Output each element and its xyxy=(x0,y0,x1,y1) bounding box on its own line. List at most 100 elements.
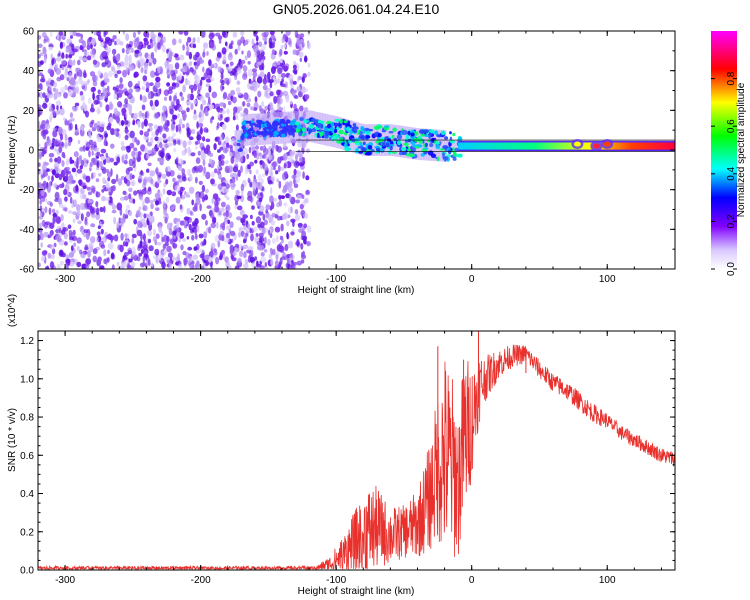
noise-blob xyxy=(150,215,155,223)
noise-blob xyxy=(84,264,90,269)
noise-blob xyxy=(101,93,107,100)
noise-blob xyxy=(49,222,55,229)
noise-blob xyxy=(229,51,233,58)
noise-blob xyxy=(257,174,262,182)
noise-blob xyxy=(70,245,74,252)
noise-blob xyxy=(203,231,208,239)
band-halo xyxy=(406,126,409,159)
snr-ylabel: SNR (10 * v/v) xyxy=(7,408,18,472)
noise-blob xyxy=(283,184,288,193)
noise-blob xyxy=(196,36,201,44)
noise-blob xyxy=(226,196,230,201)
noise-blob xyxy=(95,201,99,208)
x-tick-label: 0 xyxy=(469,575,475,586)
noise-blob xyxy=(239,62,244,69)
noise-blob xyxy=(211,116,215,120)
signal-blob xyxy=(338,129,344,135)
signal-blob xyxy=(359,130,363,136)
noise-blob xyxy=(202,51,206,58)
band-halo xyxy=(455,140,458,152)
signal-blob xyxy=(241,125,246,130)
noise-blob xyxy=(220,72,224,80)
noise-blob xyxy=(218,38,222,44)
noise-blob xyxy=(128,193,132,200)
noise-blob xyxy=(282,256,288,261)
noise-blob xyxy=(55,209,59,215)
noise-blob xyxy=(175,98,180,106)
signal-blob xyxy=(283,120,286,125)
band-halo xyxy=(304,110,307,143)
noise-blob xyxy=(39,78,46,83)
noise-blob xyxy=(241,50,244,55)
noise-blob xyxy=(111,66,116,72)
signal-blob xyxy=(436,144,441,149)
noise-blob xyxy=(260,256,266,263)
noise-blob xyxy=(185,194,191,198)
band-halo xyxy=(322,113,325,145)
noise-blob xyxy=(65,174,69,181)
noise-blob xyxy=(173,234,176,240)
noise-blob xyxy=(83,51,90,57)
noise-blob xyxy=(222,92,228,99)
noise-blob xyxy=(74,102,80,107)
noise-blob xyxy=(42,102,48,109)
chart-title: GN05.2026.061.04.24.E10 xyxy=(273,1,440,17)
noise-blob xyxy=(306,42,311,50)
noise-blob xyxy=(71,31,78,36)
noise-blob xyxy=(95,207,100,216)
noise-blob xyxy=(102,177,106,183)
noise-blob xyxy=(227,100,232,106)
noise-blob xyxy=(85,110,89,118)
noise-blob xyxy=(53,183,58,188)
noise-blob xyxy=(247,246,254,251)
noise-blob xyxy=(186,236,190,240)
noise-blob xyxy=(76,204,81,212)
x-tick-label: -200 xyxy=(191,274,211,285)
noise-blob xyxy=(154,46,158,53)
noise-blob xyxy=(66,188,69,196)
noise-blob xyxy=(142,205,148,212)
noise-blob xyxy=(67,89,73,97)
noise-blob xyxy=(253,45,259,53)
noise-blob xyxy=(91,150,94,156)
noise-blob xyxy=(63,117,66,121)
noise-blob xyxy=(58,173,63,181)
noise-blob xyxy=(240,36,245,44)
signal-blob xyxy=(323,127,330,132)
noise-blob xyxy=(47,252,52,259)
noise-blob xyxy=(68,119,72,124)
noise-blob xyxy=(301,41,305,48)
noise-blob xyxy=(171,191,177,197)
noise-blob xyxy=(72,218,76,224)
noise-blob xyxy=(242,244,249,250)
noise-blob xyxy=(46,265,50,269)
noise-blob xyxy=(251,181,257,190)
noise-blob xyxy=(76,237,82,244)
noise-blob xyxy=(150,70,156,78)
noise-blob xyxy=(164,119,170,127)
noise-blob xyxy=(139,130,144,136)
noise-blob xyxy=(208,158,213,165)
noise-blob xyxy=(56,235,62,243)
noise-blob xyxy=(149,137,154,144)
noise-blob xyxy=(69,196,73,204)
noise-blob xyxy=(173,95,177,100)
noise-blob xyxy=(253,31,258,37)
noise-blob xyxy=(69,50,73,55)
noise-blob xyxy=(138,110,143,118)
noise-blob xyxy=(199,79,203,87)
snr-xlabel: Height of straight line (km) xyxy=(298,586,415,597)
noise-blob xyxy=(258,232,264,238)
noise-blob xyxy=(53,147,57,152)
noise-blob xyxy=(189,210,193,216)
noise-blob xyxy=(192,254,198,260)
noise-blob xyxy=(38,110,41,118)
noise-blob xyxy=(191,199,195,206)
noise-blob xyxy=(181,168,186,175)
noise-blob xyxy=(141,104,146,111)
noise-blob xyxy=(61,141,65,148)
noise-blob xyxy=(118,83,124,89)
noise-blob xyxy=(272,166,276,171)
noise-blob xyxy=(299,33,305,38)
signal-blob xyxy=(444,136,449,140)
